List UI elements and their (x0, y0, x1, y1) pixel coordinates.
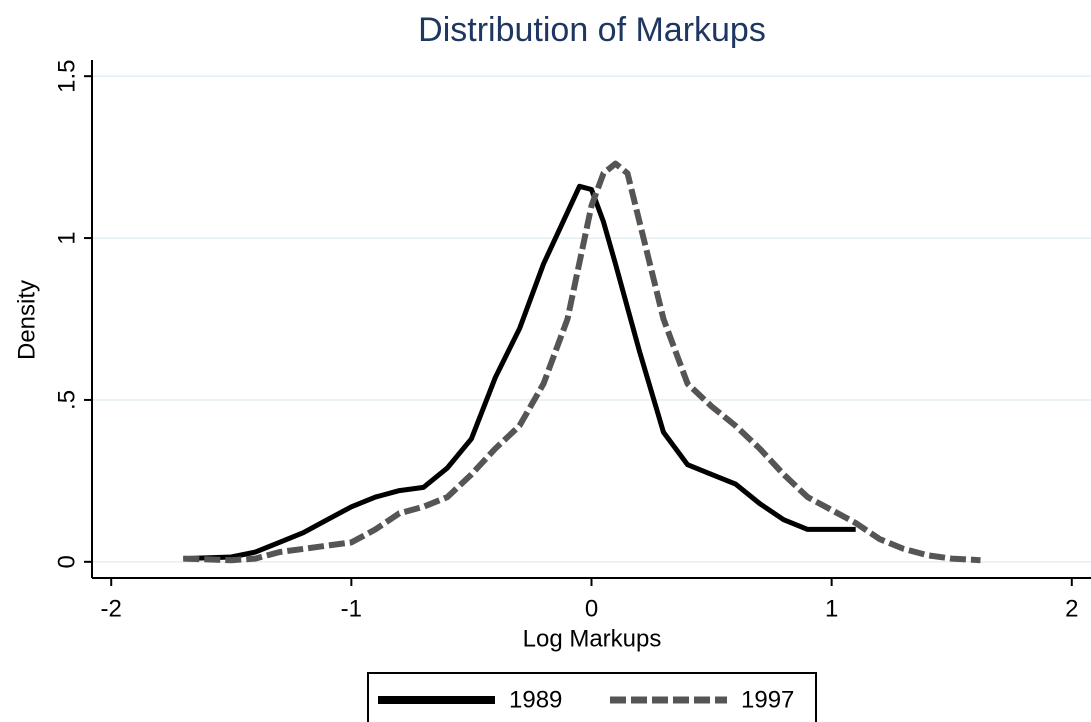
x-tick-label: -2 (101, 595, 122, 622)
series-line (183, 160, 981, 564)
x-tick-label: 1 (825, 595, 838, 622)
legend-label: 1997 (741, 686, 794, 713)
chart-title: Distribution of Markups (418, 11, 766, 49)
x-tick-label: 0 (585, 595, 598, 622)
series-line (183, 183, 856, 562)
y-tick-label: 1.5 (53, 60, 80, 93)
y-tick-label: 0 (53, 555, 80, 568)
x-axis-title: Log Markups (523, 625, 662, 652)
y-tick-label: 1 (53, 231, 80, 244)
x-tick-label: -1 (341, 595, 362, 622)
y-axis-title: Density (13, 280, 40, 360)
y-tick-label: .5 (53, 390, 80, 410)
legend-label: 1989 (509, 686, 562, 713)
x-tick-label: 2 (1065, 595, 1078, 622)
